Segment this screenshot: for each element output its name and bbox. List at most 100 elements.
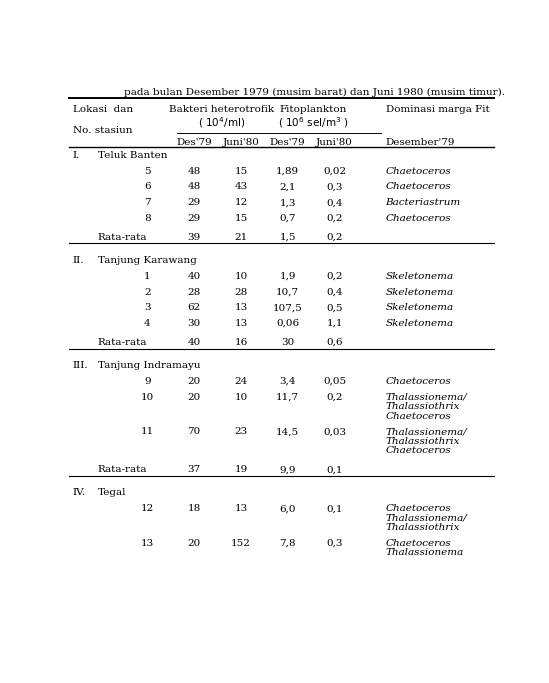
Text: Chaetoceros: Chaetoceros <box>385 504 451 513</box>
Text: 0,02: 0,02 <box>323 167 346 176</box>
Text: 8: 8 <box>144 214 150 223</box>
Text: 21: 21 <box>234 233 248 242</box>
Text: 7,8: 7,8 <box>279 539 296 548</box>
Text: 6: 6 <box>144 182 150 191</box>
Text: Chaetoceros: Chaetoceros <box>385 447 451 456</box>
Text: 3: 3 <box>144 303 150 312</box>
Text: II.: II. <box>73 256 85 265</box>
Text: 3,4: 3,4 <box>279 377 296 386</box>
Text: 30: 30 <box>281 338 294 347</box>
Text: Desember'79: Desember'79 <box>385 138 455 148</box>
Text: Rata-rata: Rata-rata <box>98 233 147 242</box>
Text: 0,5: 0,5 <box>326 303 343 312</box>
Text: 20: 20 <box>188 539 201 548</box>
Text: 39: 39 <box>188 233 201 242</box>
Text: 6,0: 6,0 <box>279 504 296 513</box>
Text: No. stasiun: No. stasiun <box>73 126 132 135</box>
Text: 30: 30 <box>188 319 201 328</box>
Text: 48: 48 <box>188 182 201 191</box>
Text: 9: 9 <box>144 377 150 386</box>
Text: 40: 40 <box>188 272 201 281</box>
Text: 1,1: 1,1 <box>326 319 343 328</box>
Text: Skeletonema: Skeletonema <box>385 272 453 281</box>
Text: 0,03: 0,03 <box>323 428 346 436</box>
Text: 10,7: 10,7 <box>276 288 299 296</box>
Text: 1: 1 <box>144 272 150 281</box>
Text: 29: 29 <box>188 198 201 207</box>
Text: 18: 18 <box>188 504 201 513</box>
Text: 23: 23 <box>234 428 248 436</box>
Text: 28: 28 <box>234 288 248 296</box>
Text: Des'79: Des'79 <box>176 138 212 148</box>
Text: 10: 10 <box>234 393 248 402</box>
Text: Bakteri heterotrofik: Bakteri heterotrofik <box>169 104 274 113</box>
Text: Juni'80: Juni'80 <box>316 138 353 148</box>
Text: Thalassionema/: Thalassionema/ <box>385 428 467 436</box>
Text: Thalassiothrix: Thalassiothrix <box>385 437 460 446</box>
Text: 14,5: 14,5 <box>276 428 299 436</box>
Text: 2: 2 <box>144 288 150 296</box>
Text: Thalassiothrix: Thalassiothrix <box>385 402 460 411</box>
Text: 152: 152 <box>231 539 251 548</box>
Text: 0,4: 0,4 <box>326 288 343 296</box>
Text: 0,06: 0,06 <box>276 319 299 328</box>
Text: Tanjung Karawang: Tanjung Karawang <box>98 256 197 265</box>
Text: 0,1: 0,1 <box>326 504 343 513</box>
Text: 40: 40 <box>188 338 201 347</box>
Text: 0,2: 0,2 <box>326 233 343 242</box>
Text: Rata-rata: Rata-rata <box>98 338 147 347</box>
Text: Skeletonema: Skeletonema <box>385 303 453 312</box>
Text: 43: 43 <box>234 182 248 191</box>
Text: III.: III. <box>73 361 88 370</box>
Text: IV.: IV. <box>73 488 86 497</box>
Text: Thalassionema/: Thalassionema/ <box>385 514 467 522</box>
Text: 24: 24 <box>234 377 248 386</box>
Text: 0,2: 0,2 <box>326 272 343 281</box>
Text: 0,2: 0,2 <box>326 393 343 402</box>
Text: 0,6: 0,6 <box>326 338 343 347</box>
Text: 11,7: 11,7 <box>276 393 299 402</box>
Text: Thalassionema: Thalassionema <box>385 548 464 557</box>
Text: 37: 37 <box>188 465 201 475</box>
Text: Skeletonema: Skeletonema <box>385 319 453 328</box>
Text: 2,1: 2,1 <box>279 182 296 191</box>
Text: Lokasi  dan: Lokasi dan <box>73 104 133 113</box>
Text: 12: 12 <box>234 198 248 207</box>
Text: Tegal: Tegal <box>98 488 126 497</box>
Text: 4: 4 <box>144 319 150 328</box>
Text: ( $10^6$ sel/m$^3$ ): ( $10^6$ sel/m$^3$ ) <box>278 115 349 130</box>
Text: 0,05: 0,05 <box>323 377 346 386</box>
Text: 29: 29 <box>188 214 201 223</box>
Text: 10: 10 <box>234 272 248 281</box>
Text: 1,9: 1,9 <box>279 272 296 281</box>
Text: Tanjung Indramayu: Tanjung Indramayu <box>98 361 200 370</box>
Text: 0,2: 0,2 <box>326 214 343 223</box>
Text: Juni'80: Juni'80 <box>222 138 259 148</box>
Text: 10: 10 <box>141 393 154 402</box>
Text: Chaetoceros: Chaetoceros <box>385 167 451 176</box>
Text: 11: 11 <box>141 428 154 436</box>
Text: 5: 5 <box>144 167 150 176</box>
Text: 107,5: 107,5 <box>273 303 302 312</box>
Text: 1,3: 1,3 <box>279 198 296 207</box>
Text: 15: 15 <box>234 214 248 223</box>
Text: 13: 13 <box>234 303 248 312</box>
Text: 20: 20 <box>188 393 201 402</box>
Text: 13: 13 <box>234 504 248 513</box>
Text: 0,7: 0,7 <box>279 214 296 223</box>
Text: Fitoplankton: Fitoplankton <box>279 104 347 113</box>
Text: 19: 19 <box>234 465 248 475</box>
Text: I.: I. <box>73 151 80 160</box>
Text: 9,9: 9,9 <box>279 465 296 475</box>
Text: 13: 13 <box>234 319 248 328</box>
Text: 28: 28 <box>188 288 201 296</box>
Text: Skeletonema: Skeletonema <box>385 288 453 296</box>
Text: Dominasi marga Fit: Dominasi marga Fit <box>385 104 489 113</box>
Text: 15: 15 <box>234 167 248 176</box>
Text: 1,5: 1,5 <box>279 233 296 242</box>
Text: 20: 20 <box>188 377 201 386</box>
Text: Chaetoceros: Chaetoceros <box>385 377 451 386</box>
Text: Chaetoceros: Chaetoceros <box>385 412 451 421</box>
Text: Bacteriastrum: Bacteriastrum <box>385 198 461 207</box>
Text: 48: 48 <box>188 167 201 176</box>
